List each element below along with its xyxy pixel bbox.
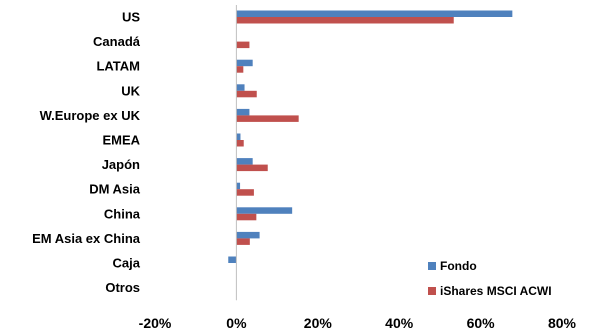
category-label: Caja [113,256,141,271]
bar-fondo-3 [236,84,245,91]
bar-fondo-10 [228,256,237,263]
category-label: EM Asia ex China [32,231,141,246]
bar-ishares-1 [236,41,250,49]
category-label: Canadá [93,34,141,49]
category-label: LATAM [96,59,140,74]
category-label: US [122,10,140,25]
bar-ishares-2 [236,66,244,73]
bar-fondo-9 [236,231,260,239]
bar-fondo-8 [236,207,293,214]
x-tick-label: 20% [304,315,333,331]
bar-fondo-7 [236,182,241,190]
bar-ishares-4 [236,115,299,122]
bar-ishares-0 [236,17,454,24]
bar-ishares-5 [236,140,244,147]
bar-ishares-7 [236,189,254,196]
bars-group [228,10,513,263]
x-tick-label: 40% [385,315,414,331]
bar-fondo-5 [236,133,241,140]
category-label: EMEA [102,133,140,148]
x-tick-label: 80% [548,315,577,331]
category-label: Japón [102,157,140,172]
category-label: W.Europe ex UK [40,108,141,123]
x-tick-label: 60% [467,315,496,331]
legend-label-fondo: Fondo [440,259,477,273]
legend-swatch-fondo [428,262,436,270]
category-label: UK [121,83,140,98]
bar-ishares-8 [236,213,257,221]
bar-ishares-6 [236,164,268,172]
bar-fondo-4 [236,108,250,116]
bar-fondo-6 [236,158,253,165]
legend-label-ishares: iShares MSCI ACWI [440,284,552,298]
category-label: China [104,206,141,221]
x-tick-label: -20% [139,315,172,331]
category-label: Otros [105,280,140,295]
category-label: DM Asia [89,182,141,197]
category-labels: US Canadá LATAM UK W.Europe ex UK EMEA Japón DM… [32,10,141,296]
x-tick-labels: -20% 0% 20% 40% 60% 80% [139,315,577,331]
bar-ishares-3 [236,90,257,98]
x-tick-label: 0% [226,315,247,331]
legend-swatch-ishares [428,287,436,295]
legend: Fondo iShares MSCI ACWI [428,259,552,298]
bar-fondo-2 [236,59,253,67]
bar-fondo-0 [236,10,513,17]
bar-ishares-9 [236,238,250,245]
